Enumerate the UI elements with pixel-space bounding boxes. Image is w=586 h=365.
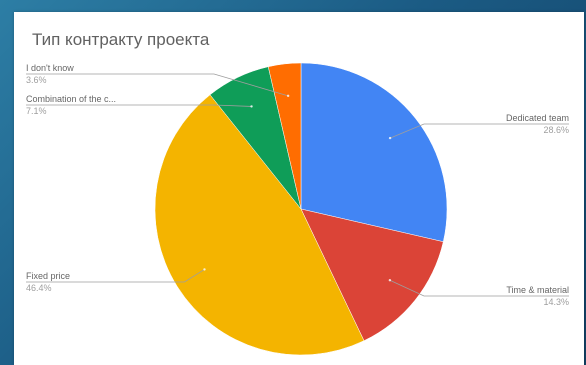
slice-percent-time-material: 14.3% [543,297,569,307]
slice-label-i-don-t-know: I don't know [26,63,74,73]
pie-chart: Dedicated team 28.6% Time & material 14.3% F… [26,62,569,356]
slice-percent-i-don-t-know: 3.6% [26,75,47,85]
leader-dot-time-material [388,279,392,282]
pie-slices [154,62,448,356]
leader-lines [26,73,569,297]
leader-dot-fixed-price [203,268,206,271]
leader-line-fixed-price [26,269,205,283]
slice-label-dedicated-team: Dedicated team [506,113,569,123]
pie-slice-fixed-price[interactable] [154,94,365,356]
pie-slice-time-material[interactable] [300,208,444,342]
slice-label-combination-of-the-c: Combination of the c... [26,94,116,104]
leader-dot-dedicated-team [388,136,392,140]
chart-title: Тип контракту проекта [32,30,210,49]
leader-dot-combination-of-the-c [250,105,253,108]
leader-line-combination-of-the-c [26,104,252,107]
slice-percent-fixed-price: 46.4% [26,283,52,293]
slice-percent-combination-of-the-c: 7.1% [26,106,47,116]
leader-dot-i-don-t-know [286,94,290,98]
pie-slice-dedicated-team[interactable] [300,62,448,243]
leader-line-time-material [389,279,569,297]
slice-percent-dedicated-team: 28.6% [543,125,569,135]
slice-label-fixed-price: Fixed price [26,271,70,281]
slice-labels: Dedicated team 28.6% Time & material 14.3% F… [26,63,569,307]
slice-label-time-material: Time & material [506,285,569,295]
chart-card: Тип контракту проекта Dedicated team 28.6… [14,12,584,365]
pie-slice-i-don-t-know[interactable] [267,62,302,210]
leader-line-i-don-t-know [26,73,289,97]
leader-line-dedicated-team [389,123,569,139]
